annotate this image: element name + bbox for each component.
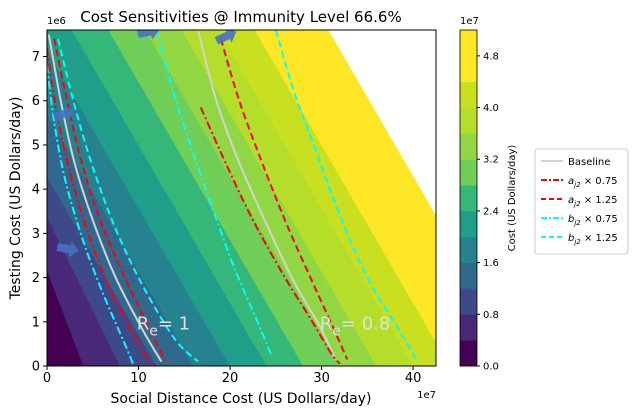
arrow-shape bbox=[56, 241, 79, 258]
re-label: Re= 1 bbox=[137, 314, 190, 340]
y-tick-label: 0 bbox=[32, 360, 40, 375]
colorbar-swatch bbox=[460, 133, 477, 160]
colorbar-swatch bbox=[460, 30, 477, 57]
arrow-shape bbox=[52, 105, 76, 121]
colorbar-swatch bbox=[460, 55, 477, 82]
contour-band bbox=[291, 30, 436, 280]
legend-entry: Baseline bbox=[568, 157, 610, 168]
contour-band bbox=[218, 30, 436, 366]
curve-re-0-8 bbox=[199, 106, 341, 365]
re-label: Re= 0.8 bbox=[320, 314, 391, 340]
x-axis: 0 10 20 30 40 bbox=[43, 366, 422, 386]
contour-band bbox=[71, 30, 304, 366]
re-annotations: Re= 1 Re= 0.8 bbox=[137, 314, 391, 340]
curve-re-1 bbox=[53, 38, 167, 363]
x-tick-label: 10 bbox=[130, 371, 147, 386]
colorbar-tick-label: 4.0 bbox=[483, 103, 499, 114]
y-axis-label: Testing Cost (US Dollars/day) bbox=[8, 97, 24, 301]
plot-frame bbox=[46, 29, 437, 367]
arrow-marker bbox=[52, 105, 76, 121]
heatmap-field bbox=[47, 30, 436, 366]
colorbar-swatch bbox=[460, 185, 477, 212]
colorbar-multiplier: 1e7 bbox=[460, 16, 479, 27]
curve-re-1 bbox=[47, 34, 163, 363]
contour-band bbox=[181, 30, 414, 366]
x-axis-label: Social Distance Cost (US Dollars/day) bbox=[111, 391, 372, 407]
y-multiplier: 1e6 bbox=[47, 16, 66, 27]
colorbar: 0.0 0.8 1.6 2.4 3.2 4.0 4.8 bbox=[459, 29, 499, 373]
colorbar-tick-label: 4.8 bbox=[483, 51, 499, 62]
x-tick-label: 30 bbox=[313, 371, 330, 386]
contour-band bbox=[254, 30, 436, 343]
curve-re-0-8 bbox=[219, 38, 349, 360]
contour-band bbox=[108, 30, 341, 366]
arrow-shape bbox=[214, 30, 237, 45]
curves bbox=[47, 30, 419, 366]
y-tick-label: 7 bbox=[32, 50, 40, 65]
curve-re-1 bbox=[57, 38, 199, 363]
colorbar-swatch bbox=[460, 159, 477, 186]
colorbar-swatch bbox=[460, 288, 477, 315]
x-tick-label: 0 bbox=[43, 371, 51, 386]
arrow-shape bbox=[137, 30, 160, 40]
colorbar-tick-label: 0.0 bbox=[483, 362, 499, 373]
arrow-annotations bbox=[52, 30, 237, 258]
x-tick-label: 40 bbox=[405, 371, 422, 386]
y-tick-label: 4 bbox=[32, 183, 40, 198]
colorbar-tick-label: 3.2 bbox=[483, 155, 499, 166]
colorbar-swatch bbox=[460, 314, 477, 341]
legend-entry: aj2 × 0.75 bbox=[568, 176, 618, 189]
colorbar-swatch bbox=[460, 210, 477, 238]
chart-title: Cost Sensitivities @ Immunity Level 66.6… bbox=[80, 8, 401, 26]
colorbar-label: Cost (US Dollars/day) bbox=[507, 145, 518, 252]
colorbar-swatch bbox=[460, 236, 477, 263]
y-tick-label: 2 bbox=[32, 271, 40, 286]
contour-band bbox=[47, 30, 267, 366]
y-tick-label: 5 bbox=[32, 138, 40, 153]
y-tick-label: 1 bbox=[32, 315, 40, 330]
curve-re-0-8 bbox=[197, 30, 337, 360]
x-tick-label: 20 bbox=[222, 371, 239, 386]
colorbar-tick-label: 1.6 bbox=[483, 258, 499, 269]
y-axis: 0 1 2 3 4 5 6 7 bbox=[32, 50, 47, 375]
colorbar-tick-label: 2.4 bbox=[483, 206, 499, 217]
colorbar-frame bbox=[459, 29, 478, 367]
legend-box bbox=[534, 148, 629, 255]
colorbar-swatch bbox=[460, 107, 477, 134]
legend-entry: bj2 × 0.75 bbox=[568, 214, 618, 227]
curve-re-0-8 bbox=[155, 30, 273, 356]
arrow-marker bbox=[56, 241, 79, 258]
x-multiplier: 1e7 bbox=[417, 390, 436, 401]
y-tick-label: 3 bbox=[32, 227, 40, 242]
legend-entry: aj2 × 1.25 bbox=[568, 195, 618, 208]
arrow-marker bbox=[214, 30, 237, 45]
y-tick-label: 6 bbox=[32, 94, 40, 109]
legend-entry: bj2 × 1.25 bbox=[568, 233, 618, 246]
curve-re-1 bbox=[47, 65, 135, 366]
colorbar-tick-label: 0.8 bbox=[483, 310, 499, 321]
colorbar-swatch bbox=[460, 262, 477, 289]
colorbar-swatch bbox=[460, 340, 477, 367]
colorbar-swatch bbox=[460, 81, 477, 108]
arrow-marker bbox=[137, 30, 160, 40]
legend: Baseline aj2 × 0.75 aj2 × 1.25 bj2 × 0.75 bj… bbox=[534, 148, 629, 255]
